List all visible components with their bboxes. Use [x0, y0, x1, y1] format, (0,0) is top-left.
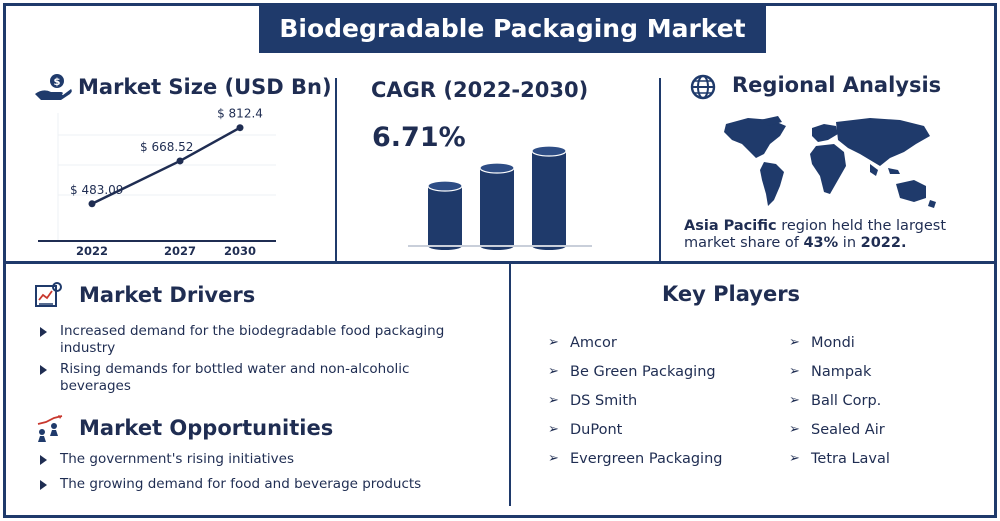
- key-player-name: Nampak: [811, 364, 872, 380]
- regional-in: in: [842, 235, 857, 251]
- list-item-text: The growing demand for food and beverage…: [60, 476, 422, 492]
- regional-title: Regional Analysis: [732, 73, 942, 97]
- list-item: The government's rising initiatives: [34, 451, 474, 468]
- data-point: [236, 124, 244, 132]
- key-player-name: Be Green Packaging: [570, 364, 716, 380]
- market-opportunities-title: Market Opportunities: [79, 416, 334, 440]
- x-tick-label: 2022: [76, 244, 108, 258]
- key-player-item: ➢ DuPont: [548, 422, 722, 451]
- page-title: Biodegradable Packaging Market: [259, 3, 766, 53]
- list-item-text: The government's rising initiatives: [60, 451, 294, 467]
- triangle-bullet-icon: [40, 480, 47, 490]
- key-player-name: Amcor: [570, 335, 617, 351]
- triangle-bullet-icon: [40, 455, 47, 465]
- key-player-item: ➢ DS Smith: [548, 393, 722, 422]
- key-player-name: Tetra Laval: [811, 451, 890, 467]
- key-player-item: ➢ Mondi: [789, 335, 890, 364]
- key-player-name: Ball Corp.: [811, 393, 882, 409]
- list-item-text: Rising demands for bottled water and non…: [60, 361, 410, 394]
- list-item-text: Increased demand for the biodegradable f…: [60, 323, 445, 356]
- key-player-item: ➢ Evergreen Packaging: [548, 451, 722, 480]
- section-divider-vertical-2: [659, 78, 661, 261]
- section-divider-vertical-1: [335, 78, 337, 261]
- data-label: $ 812.4: [217, 107, 263, 121]
- chevron-right-icon: ➢: [789, 393, 800, 408]
- key-players-list-left: ➢ Amcor ➢ Be Green Packaging ➢ DS Smith ➢ DuPon…: [548, 335, 722, 480]
- list-item: Increased demand for the biodegradable f…: [34, 323, 474, 357]
- world-map-icon: [724, 116, 936, 208]
- key-player-item: ➢ Be Green Packaging: [548, 364, 722, 393]
- chevron-right-icon: ➢: [789, 451, 800, 466]
- market-drivers-list: Increased demand for the biodegradable f…: [34, 323, 474, 399]
- chevron-right-icon: ➢: [548, 422, 559, 437]
- market-drivers-title: Market Drivers: [79, 283, 256, 307]
- key-player-name: Mondi: [811, 335, 855, 351]
- key-player-item: ➢ Tetra Laval: [789, 451, 890, 480]
- key-player-name: Evergreen Packaging: [570, 451, 723, 467]
- list-item: The growing demand for food and beverage…: [34, 476, 474, 493]
- cagr-bar: [427, 180, 463, 250]
- data-point: [88, 200, 96, 208]
- key-player-name: DS Smith: [570, 393, 638, 409]
- cagr-bar: [531, 145, 567, 250]
- market-size-line-chart: $ 483.09 2022 $ 668.52 2027 $ 812.4 2030: [38, 107, 276, 258]
- data-label: $ 668.52: [140, 140, 193, 154]
- chevron-right-icon: ➢: [548, 364, 559, 379]
- globe-icon: [690, 74, 716, 100]
- growth-people-icon: [37, 415, 63, 442]
- key-players-list-right: ➢ Mondi ➢ Nampak ➢ Ball Corp. ➢ Sealed Air ➢ Tetr…: [789, 335, 890, 480]
- cagr-title: CAGR (2022-2030): [371, 78, 589, 102]
- chevron-right-icon: ➢: [789, 364, 800, 379]
- cagr-bars-illustration: [408, 145, 592, 250]
- market-size-title: Market Size (USD Bn): [78, 75, 332, 99]
- key-player-name: Sealed Air: [811, 422, 885, 438]
- triangle-bullet-icon: [40, 365, 47, 375]
- region-share: 43%: [803, 235, 839, 251]
- key-player-item: ➢ Amcor: [548, 335, 722, 364]
- region-name: Asia Pacific: [684, 218, 777, 234]
- svg-text:$: $: [54, 77, 61, 88]
- market-opportunities-list: The government's rising initiatives The g…: [34, 451, 474, 501]
- chevron-right-icon: ➢: [789, 422, 800, 437]
- chevron-right-icon: ➢: [548, 393, 559, 408]
- key-player-item: ➢ Sealed Air: [789, 422, 890, 451]
- data-label: $ 483.09: [70, 183, 123, 197]
- key-player-item: ➢ Nampak: [789, 364, 890, 393]
- chevron-right-icon: ➢: [789, 335, 800, 350]
- region-year: 2022.: [860, 235, 907, 251]
- chevron-right-icon: ➢: [548, 335, 559, 350]
- cagr-value: 6.71%: [372, 122, 466, 153]
- triangle-bullet-icon: [40, 327, 47, 337]
- analytics-board-icon: [35, 282, 62, 307]
- chevron-right-icon: ➢: [548, 451, 559, 466]
- cagr-bar: [479, 162, 515, 250]
- x-tick-label: 2030: [224, 244, 256, 258]
- list-item: Rising demands for bottled water and non…: [34, 361, 474, 395]
- regional-summary: Asia Pacific region held the largest mar…: [684, 218, 974, 252]
- key-players-title: Key Players: [662, 282, 801, 306]
- key-player-name: DuPont: [570, 422, 623, 438]
- regional-text: region held the largest market share of: [684, 218, 947, 251]
- x-tick-label: 2027: [164, 244, 196, 258]
- key-player-item: ➢ Ball Corp.: [789, 393, 890, 422]
- data-point: [176, 157, 184, 165]
- section-divider-horizontal: [3, 261, 997, 264]
- money-hand-icon: $: [35, 74, 72, 100]
- section-divider-vertical-3: [509, 264, 511, 506]
